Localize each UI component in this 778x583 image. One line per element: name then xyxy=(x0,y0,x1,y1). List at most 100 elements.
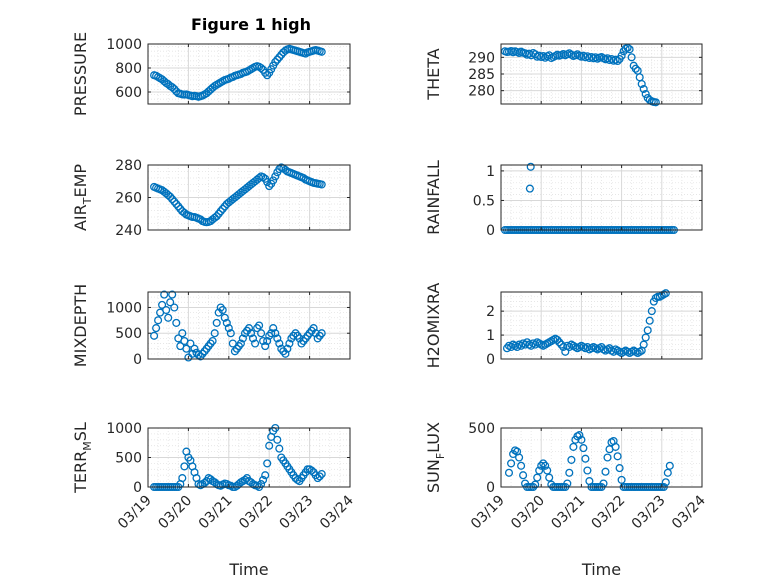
data-point xyxy=(251,339,260,348)
data-point xyxy=(565,342,574,352)
data-point xyxy=(277,50,286,59)
data-point xyxy=(283,344,292,353)
data-point xyxy=(168,83,177,92)
data-point xyxy=(299,173,308,183)
data-point xyxy=(281,349,290,358)
data-point xyxy=(216,303,225,312)
data-point xyxy=(559,342,568,352)
y-axis-label: PRESSURE xyxy=(71,32,90,116)
data-point xyxy=(285,339,294,348)
data-point xyxy=(583,466,592,475)
data-point xyxy=(297,339,306,348)
data-point xyxy=(162,305,171,315)
data-point xyxy=(307,466,316,475)
data-point xyxy=(273,435,282,444)
y-axis-label-subscript: M xyxy=(81,441,94,451)
data-point xyxy=(255,321,264,330)
data-point xyxy=(665,461,674,470)
data-point xyxy=(275,339,284,348)
series-points xyxy=(500,43,660,107)
data-point xyxy=(200,478,209,487)
data-point xyxy=(168,195,177,204)
data-point xyxy=(639,340,648,349)
data-point xyxy=(275,53,284,62)
subplot-terr_msl: 0 500 1000 TERRMSL 03/19 03/20 03/21 03/22 03/23… xyxy=(71,421,357,579)
data-point xyxy=(567,50,576,59)
data-point xyxy=(541,461,550,470)
data-point xyxy=(263,71,272,80)
data-point xyxy=(154,316,163,325)
axes-box xyxy=(500,291,703,360)
data-point xyxy=(152,324,161,333)
data-point xyxy=(526,162,535,171)
data-point xyxy=(641,89,650,99)
data-point xyxy=(531,340,540,349)
data-point xyxy=(541,53,550,62)
y-tick-label: 1000 xyxy=(106,300,142,316)
x-tick-label: 03/19 xyxy=(468,493,508,533)
data-point xyxy=(519,471,528,480)
data-point xyxy=(537,461,546,470)
data-point xyxy=(663,468,672,477)
subplot-rainfall: 0 0.5 1 RAINFALL xyxy=(424,160,703,239)
data-point xyxy=(565,468,574,477)
data-point xyxy=(545,473,554,482)
subplot-mixdepth: 0 500 1000 MIXDEPTH xyxy=(71,284,351,368)
y-axis-label-suffix: SL xyxy=(71,422,90,441)
data-point xyxy=(591,53,600,62)
data-point xyxy=(238,334,247,343)
x-axis-label: Time xyxy=(581,560,621,579)
data-point xyxy=(611,55,620,64)
data-point xyxy=(198,349,207,358)
data-point xyxy=(317,180,326,189)
y-axis-label-main: RAINFALL xyxy=(424,160,443,235)
data-point xyxy=(259,173,268,182)
data-point xyxy=(244,324,254,333)
data-point xyxy=(661,478,670,487)
y-tick-label: 0 xyxy=(486,480,495,496)
data-point xyxy=(617,51,626,60)
data-point xyxy=(224,324,233,333)
series-points xyxy=(150,163,326,227)
data-point xyxy=(507,459,516,468)
data-point xyxy=(553,335,562,344)
data-point xyxy=(271,172,280,181)
data-point xyxy=(313,474,322,483)
data-point xyxy=(261,68,270,77)
x-tick-label: 03/22 xyxy=(236,493,276,533)
data-point xyxy=(271,329,280,338)
data-point xyxy=(178,329,187,338)
data-point xyxy=(172,318,181,327)
data-point xyxy=(174,202,183,211)
data-point xyxy=(577,435,586,444)
data-point xyxy=(226,329,235,338)
y-tick-label: 1 xyxy=(486,328,495,344)
data-point xyxy=(647,307,656,316)
y-tick-label: 1000 xyxy=(106,421,142,437)
x-tick-label: 03/20 xyxy=(508,493,548,533)
data-point xyxy=(210,329,219,338)
data-point xyxy=(150,331,159,340)
data-point xyxy=(575,431,584,440)
data-point xyxy=(172,199,181,209)
data-point xyxy=(180,208,189,217)
series-points xyxy=(150,423,326,492)
data-point xyxy=(609,347,618,356)
data-point xyxy=(627,53,636,62)
data-point xyxy=(170,84,179,94)
data-point xyxy=(275,444,284,453)
data-point xyxy=(158,300,167,309)
data-point xyxy=(533,473,542,482)
data-point xyxy=(502,344,512,353)
figure-title: Figure 1 high xyxy=(191,15,311,34)
data-point xyxy=(246,329,256,338)
data-point xyxy=(236,339,245,348)
data-point xyxy=(257,63,266,73)
y-axis-label-main: AIR xyxy=(71,204,90,231)
axes-box xyxy=(147,291,351,360)
data-point xyxy=(603,453,612,462)
y-axis-label-main: MIXDEPTH xyxy=(71,284,90,367)
data-point xyxy=(295,334,304,343)
data-point xyxy=(259,475,268,484)
y-axis-label: MIXDEPTH xyxy=(71,284,90,367)
